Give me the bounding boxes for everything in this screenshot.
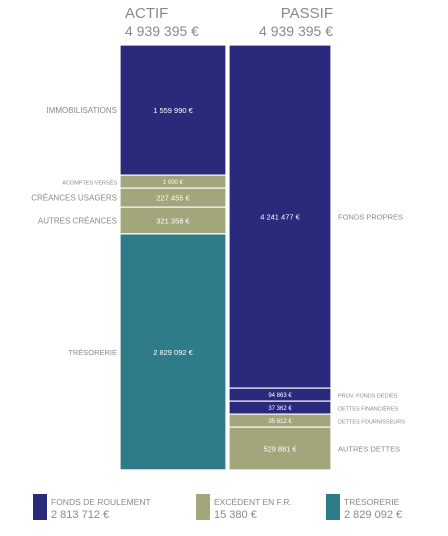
category-label-dettes-fournisseurs: DETTES FOURNISSEURS bbox=[338, 420, 405, 426]
legend-value-fonds-de-roulement: 2 813 712 € bbox=[51, 509, 109, 521]
category-label-acomptes-verses: ACOMPTES VERSÉS bbox=[62, 180, 117, 187]
category-label-autres-dettes: AUTRES DETTES bbox=[338, 445, 400, 454]
category-label-immobilisations: IMMOBILISATIONS bbox=[46, 106, 117, 115]
legend-swatch-tresorerie bbox=[326, 494, 340, 520]
value-label-dettes-financieres: 37 362 € bbox=[268, 406, 292, 412]
value-label-acomptes-verses: 1 000 € bbox=[163, 180, 184, 186]
legend-swatch-excedent-en-f-r bbox=[196, 494, 210, 520]
category-label-tresorerie: TRÉSORERIE bbox=[68, 348, 117, 357]
actif-total: 4 939 395 € bbox=[125, 23, 199, 39]
bar-segment-autres-creances bbox=[119, 206, 227, 235]
bar-segment-fonds-propres bbox=[228, 44, 332, 389]
value-label-autres-dettes: 529 881 € bbox=[263, 445, 297, 454]
value-label-tresorerie: 2 829 092 € bbox=[153, 348, 193, 357]
value-label-prov-fonds-dedies: 94 863 € bbox=[268, 393, 292, 399]
category-label-autres-creances: AUTRES CRÉANCES bbox=[38, 217, 117, 226]
value-label-immobilisations: 1 559 990 € bbox=[153, 106, 193, 115]
value-label-fonds-propres: 4 241 477 € bbox=[260, 213, 300, 222]
legend-label-tresorerie: TRÉSORERIE bbox=[344, 497, 400, 507]
legend-label-fonds-de-roulement: FONDS DE ROULEMENT bbox=[51, 497, 151, 507]
category-label-prov-fonds-dedies: PROV. FONDS DÉDIÉS bbox=[338, 393, 398, 400]
legend-swatch-fonds-de-roulement bbox=[33, 494, 47, 520]
value-label-dettes-fournisseurs: 35 812 € bbox=[268, 419, 292, 425]
value-label-autres-creances: 321 358 € bbox=[156, 217, 190, 226]
legend-value-excedent-en-f-r: 15 380 € bbox=[214, 509, 257, 521]
passif-total: 4 939 395 € bbox=[259, 23, 333, 39]
passif-title: PASSIF bbox=[281, 5, 333, 22]
category-label-fonds-propres: FONDS PROPRES bbox=[338, 213, 403, 222]
legend-value-tresorerie: 2 829 092 € bbox=[344, 509, 402, 521]
bar-segment-immobilisations bbox=[119, 44, 227, 176]
bar-segment-tresorerie bbox=[119, 233, 227, 471]
category-label-creances-usagers: CRÉANCES USAGERS bbox=[31, 194, 117, 203]
category-label-dettes-financieres: DETTES FINANCIÈRES bbox=[338, 406, 399, 413]
value-label-creances-usagers: 227 455 € bbox=[156, 194, 190, 203]
bar-segment-autres-dettes bbox=[228, 426, 332, 471]
legend-label-excedent-en-f-r: EXCÉDENT EN F.R. bbox=[214, 497, 292, 507]
actif-title: ACTIF bbox=[125, 5, 168, 22]
